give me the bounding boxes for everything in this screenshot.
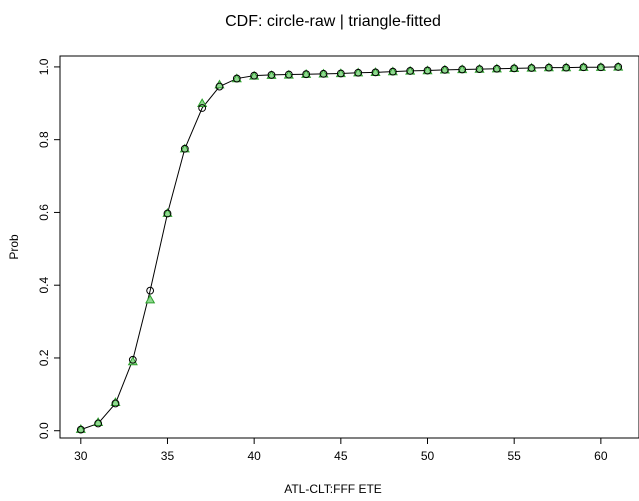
x-axis: 30 35 40 45 50 55 60 (74, 438, 608, 463)
raw-circle-point (336, 69, 345, 78)
raw-circle-point (111, 399, 120, 408)
raw-circle-point (527, 64, 536, 72)
raw-circle-point (614, 63, 623, 71)
x-tick-label: 45 (334, 449, 348, 463)
fitted-triangle-point (197, 98, 208, 107)
x-tick-label: 40 (247, 449, 261, 463)
x-tick-label: 35 (161, 449, 175, 463)
raw-circle-point (232, 74, 241, 83)
raw-circle-point (492, 64, 501, 73)
y-axis: 0.0 0.2 0.4 0.6 0.8 1.0 (37, 58, 60, 439)
markers (75, 61, 624, 434)
raw-circle-point (596, 63, 605, 72)
raw-circle-point (180, 144, 189, 153)
raw-circle-point (371, 68, 380, 77)
x-axis-label: ATL-CLT:FFF ETE (284, 482, 382, 496)
y-tick-label: 0.8 (37, 131, 51, 148)
raw-circle-point (458, 65, 467, 74)
raw-circle-point (475, 65, 484, 73)
raw-circle-point (388, 67, 397, 76)
raw-circle-point (94, 419, 103, 428)
raw-circle-point (510, 64, 519, 73)
y-tick-label: 1.0 (37, 58, 51, 75)
raw-circle-point (544, 63, 553, 72)
y-tick-label: 0.6 (37, 204, 51, 221)
raw-circle-point (250, 71, 259, 80)
raw-circle-point (128, 355, 137, 364)
y-tick-label: 0.2 (37, 349, 51, 366)
fitted-triangle-point (162, 207, 173, 217)
fitted-triangle-point (110, 397, 121, 406)
fitted-triangle-point (93, 417, 104, 427)
raw-circle-point (440, 65, 449, 74)
y-tick-label: 0.4 (37, 277, 51, 294)
x-tick-label: 50 (421, 449, 435, 463)
raw-circle-point (215, 82, 224, 91)
raw-circle-point (562, 63, 571, 72)
raw-circle-point (354, 68, 363, 77)
raw-cdf-line (80, 66, 619, 431)
raw-circle-point (302, 70, 311, 79)
raw-circle-point (423, 66, 432, 75)
x-tick-label: 60 (594, 449, 608, 463)
raw-circle-point (146, 286, 155, 295)
raw-circle-point (406, 67, 415, 75)
raw-circle-point (267, 71, 276, 79)
raw-circle-point (579, 63, 588, 72)
y-axis-label: Prob (7, 234, 21, 260)
raw-circle-point (163, 209, 172, 218)
raw-circle-point (319, 69, 328, 78)
raw-circle-point (76, 425, 85, 434)
chart-title: CDF: circle-raw | triangle-fitted (225, 13, 441, 30)
plot-area (59, 55, 639, 439)
fitted-triangle-point (75, 424, 86, 433)
y-tick-label: 0.0 (37, 422, 51, 439)
x-tick-label: 55 (508, 449, 522, 463)
x-tick-label: 30 (74, 449, 88, 463)
raw-circle-point (284, 70, 293, 79)
fitted-triangle-point (145, 294, 156, 304)
raw-circle-point (198, 104, 207, 112)
